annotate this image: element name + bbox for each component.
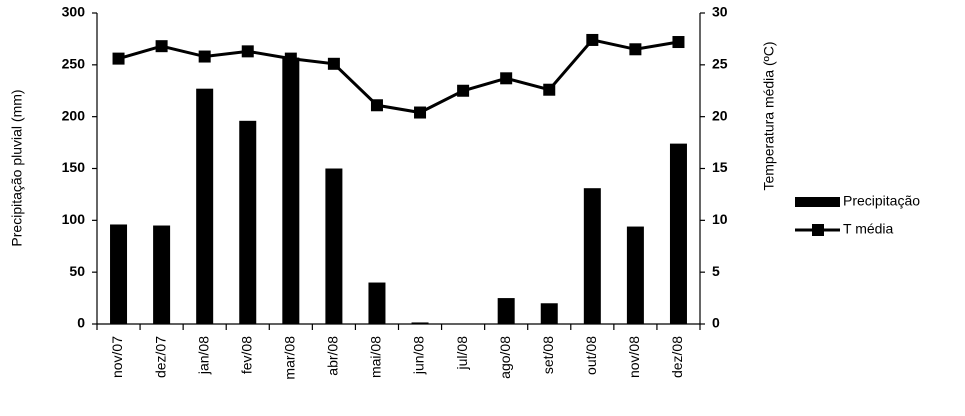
x-tick-label: jul/08 [454, 336, 470, 371]
bar [196, 88, 214, 324]
marker [672, 36, 685, 49]
bar [540, 303, 558, 324]
y2-tick-label: 15 [712, 159, 728, 175]
x-tick-label: jun/08 [411, 336, 427, 375]
marker [457, 84, 470, 97]
x-tick-label: dez/08 [669, 336, 685, 378]
y2-tick-label: 25 [712, 56, 728, 72]
bar [282, 57, 300, 325]
y-tick-label: 300 [62, 4, 86, 20]
y2-tick-label: 10 [712, 211, 728, 227]
y2-tick-label: 5 [712, 263, 720, 279]
y-tick-label: 200 [62, 107, 86, 123]
y-tick-label: 50 [69, 263, 85, 279]
bar [669, 143, 687, 324]
y2-tick-label: 0 [712, 315, 720, 331]
x-tick-label: abr/08 [325, 336, 341, 376]
marker [414, 106, 427, 119]
legend-swatch [812, 224, 824, 236]
y2-tick-label: 20 [712, 107, 728, 123]
marker [327, 57, 340, 70]
bar [583, 188, 601, 324]
line [118, 38, 679, 115]
marker [500, 72, 513, 85]
bar [239, 120, 257, 325]
marker [241, 45, 254, 58]
x-tick-label: jan/08 [195, 336, 211, 375]
bar [626, 226, 644, 324]
marker [284, 52, 297, 65]
legend-label: T média [843, 221, 894, 237]
bar [110, 224, 128, 324]
bar [497, 298, 515, 324]
x-tick-label: mar/08 [282, 336, 298, 380]
marker [586, 33, 599, 46]
bar [411, 322, 429, 324]
marker [370, 99, 383, 112]
legend-swatch [795, 197, 840, 207]
y-tick-label: 100 [62, 211, 86, 227]
legend-label: Precipitação [843, 193, 920, 209]
x-tick-label: mai/08 [368, 336, 384, 378]
y2-tick-label: 30 [712, 4, 728, 20]
marker [155, 40, 168, 53]
marker [112, 52, 125, 65]
y2-axis-label: Temperatura média (ºC) [761, 41, 777, 190]
marker [198, 50, 211, 63]
x-tick-label: fev/08 [238, 336, 254, 374]
y-tick-label: 250 [62, 56, 86, 72]
y-axis-label: Precipitação pluvial (mm) [9, 89, 25, 246]
marker [629, 43, 642, 56]
x-tick-label: out/08 [583, 336, 599, 375]
y-tick-label: 0 [77, 315, 85, 331]
x-tick-label: nov/08 [626, 336, 642, 378]
bar [368, 282, 386, 324]
y-tick-label: 150 [62, 159, 86, 175]
x-tick-label: set/08 [540, 336, 556, 374]
x-tick-label: nov/07 [109, 336, 125, 378]
bar [325, 168, 343, 324]
x-tick-label: dez/07 [152, 336, 168, 378]
x-tick-label: ago/08 [497, 336, 513, 379]
bar [153, 225, 171, 324]
marker [543, 83, 556, 96]
